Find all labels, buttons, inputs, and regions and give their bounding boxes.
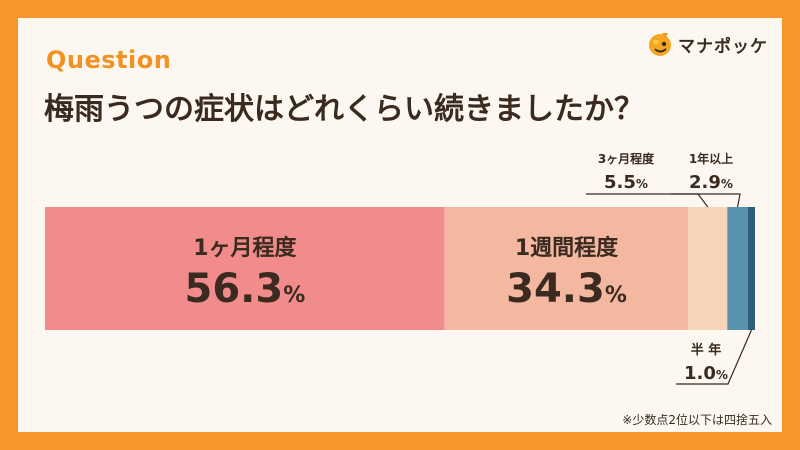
value-label-2: 34.3% <box>506 266 627 312</box>
bar-segment-4 <box>727 207 748 330</box>
manapocke-logo-icon <box>649 33 671 56</box>
callout-line-4 <box>671 193 741 208</box>
question-label: Question <box>46 46 172 74</box>
bar-segment-5 <box>747 207 755 330</box>
brand-logo: マナポッケ <box>646 30 768 58</box>
logo-text: マナポッケ <box>678 36 768 57</box>
callout-line-5 <box>676 329 753 385</box>
value-label-4: 2.9% <box>689 172 733 193</box>
bar-segment-2 <box>444 207 689 330</box>
category-label-5: 半 年 <box>691 342 722 358</box>
stacked-bar-chart: 1ヶ月程度 56.3% 1週間程度 34.3% 3ヶ月程度 5.5% 1年以上 2.9% 半 年… <box>45 151 755 385</box>
category-label-4: 1年以上 <box>689 151 733 166</box>
bar-segment-3 <box>688 207 728 330</box>
footnote: ※少数点2位以下は四捨五入 <box>622 413 772 427</box>
value-label-1: 56.3% <box>184 266 305 312</box>
page-title: 梅雨うつの症状はどれくらい続きましたか？ <box>44 92 644 127</box>
bar-segment-1 <box>45 207 445 330</box>
value-label-5: 1.0% <box>684 363 728 384</box>
value-label-3: 5.5% <box>604 172 648 193</box>
category-label-2: 1週間程度 <box>515 235 619 261</box>
category-label-3: 3ヶ月程度 <box>598 151 655 166</box>
category-label-1: 1ヶ月程度 <box>193 235 297 261</box>
callout-line-3 <box>586 193 709 208</box>
card: Question 梅雨うつの症状はどれくらい続きましたか？ マナポッケ 1ヶ月程… <box>18 18 782 432</box>
